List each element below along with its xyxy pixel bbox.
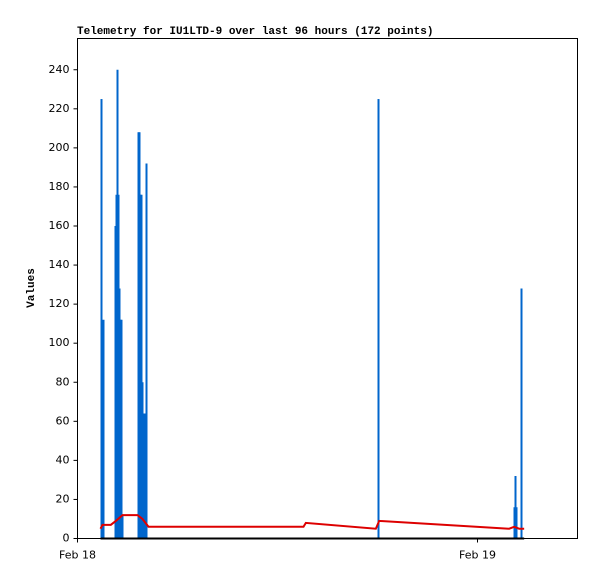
bar — [515, 507, 518, 539]
bar — [100, 99, 103, 539]
bar — [121, 515, 124, 539]
bar — [140, 194, 143, 539]
y-tick-label: 140 — [49, 258, 70, 271]
bar — [120, 319, 123, 539]
y-tick-label: 240 — [49, 63, 70, 76]
y-tick-label: 0 — [63, 532, 70, 545]
y-tick-label: 200 — [49, 141, 70, 154]
y-tick-label: 100 — [49, 336, 70, 349]
y-tick-label: 120 — [49, 297, 70, 310]
y-tick-label: 20 — [56, 492, 70, 505]
bar — [145, 163, 148, 539]
y-tick-label: 220 — [49, 102, 70, 115]
line — [99, 514, 525, 530]
plot-frame — [77, 38, 578, 539]
chart-title: Telemetry for IU1LTD-9 over last 96 hour… — [77, 26, 433, 38]
bar — [520, 288, 523, 539]
y-tick-label: 40 — [56, 453, 70, 466]
y-tick-label: 180 — [49, 180, 70, 193]
bar — [377, 99, 380, 539]
y-tick-label: 160 — [49, 219, 70, 232]
x-tick-label: Feb 19 — [459, 549, 496, 562]
y-tick-label: 80 — [56, 375, 70, 388]
y-axis-label: Values — [26, 268, 38, 308]
bar — [143, 413, 146, 539]
x-tick-label: Feb 18 — [59, 549, 96, 562]
y-tick-label: 60 — [56, 414, 70, 427]
bar — [102, 319, 105, 539]
